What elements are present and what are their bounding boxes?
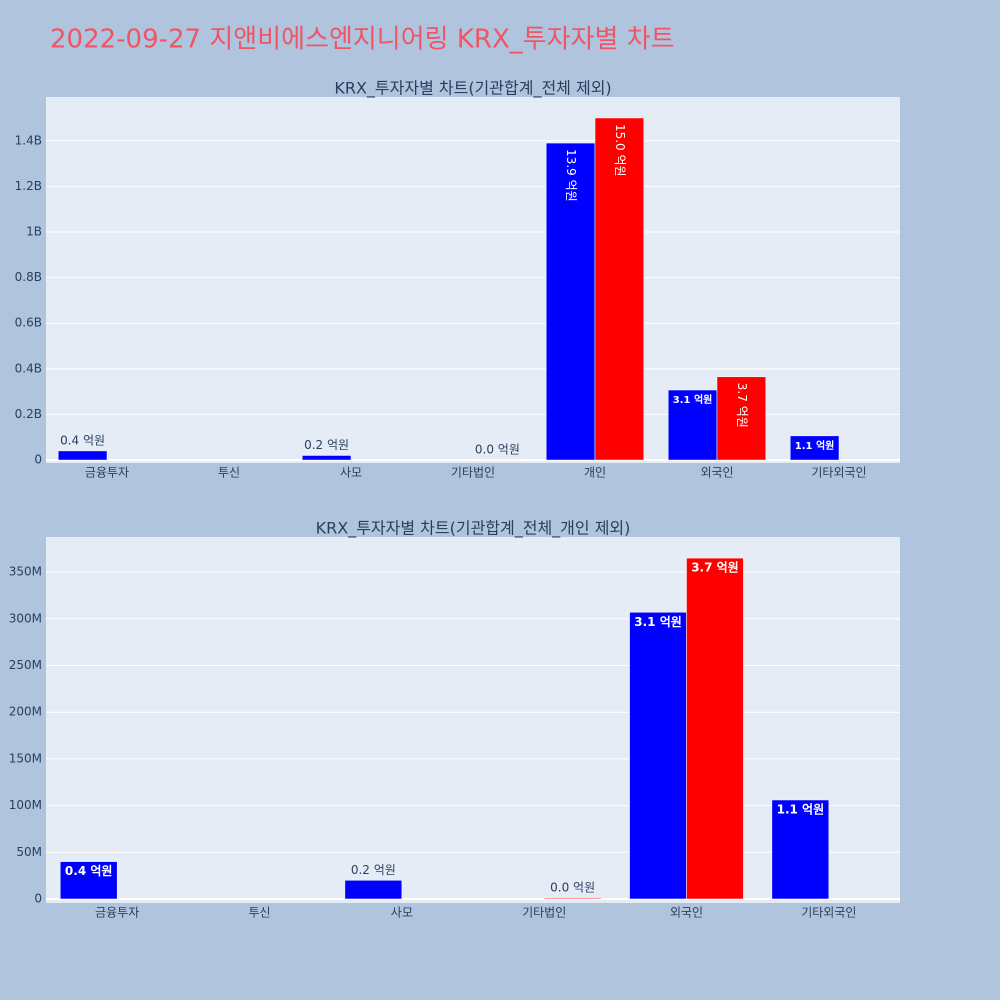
y-tick-label: 0 (34, 453, 42, 467)
y-tick-label: 0.6B (15, 316, 42, 330)
y-tick-label: 350M (9, 565, 42, 579)
x-tick-label: 외국인 (670, 906, 703, 920)
bar (57, 450, 108, 461)
chart-title: KRX_투자자별 차트(기관합계_전체_개인 제외) (316, 519, 631, 539)
data-label: 0.2 억원 (351, 863, 396, 877)
x-tick-label: 금융투자 (95, 906, 139, 920)
x-tick-label: 기타법인 (522, 906, 566, 920)
data-label: 0.0 억원 (550, 881, 595, 895)
chart-title: KRX_투자자별 차트(기관합계_전체 제외) (334, 79, 611, 99)
y-tick-label: 0 (34, 891, 42, 905)
data-label: 3.7 억원 (691, 561, 739, 575)
bar (594, 117, 645, 461)
page-title: 2022-09-27 지앤비에스엔지니어링 KRX_투자자별 차트 (50, 25, 675, 55)
data-label: 0.4 억원 (60, 433, 105, 447)
plot-area (46, 97, 900, 463)
bar (716, 376, 767, 461)
x-tick-label: 기타외국인 (811, 466, 866, 480)
x-tick-label: 외국인 (700, 466, 733, 480)
data-label: 3.1 억원 (673, 393, 713, 406)
y-tick-label: 100M (9, 798, 42, 812)
bar (301, 455, 352, 461)
data-label: 1.1 억원 (795, 439, 835, 452)
data-label: 3.1 억원 (634, 615, 682, 629)
y-tick-label: 300M (9, 611, 42, 625)
bar (667, 389, 718, 461)
y-tick-label: 0.2B (15, 407, 42, 421)
data-label: 1.1 억원 (777, 802, 825, 816)
data-label: 0.4 억원 (65, 864, 113, 878)
x-tick-label: 투신 (218, 466, 240, 480)
bar (344, 880, 403, 900)
y-tick-label: 1.4B (15, 133, 42, 147)
x-tick-label: 사모 (391, 906, 413, 920)
bar (686, 557, 744, 900)
bar (545, 142, 596, 461)
data-label: 13.9 억원 (564, 149, 578, 202)
x-tick-label: 투신 (248, 906, 270, 920)
y-tick-label: 50M (16, 845, 42, 859)
x-tick-label: 기타법인 (451, 466, 495, 480)
y-tick-label: 1B (26, 224, 42, 238)
bar (771, 799, 830, 900)
bar (789, 435, 840, 461)
y-tick-label: 250M (9, 658, 42, 672)
data-label: 3.7 억원 (735, 383, 749, 428)
x-tick-label: 금융투자 (85, 466, 129, 480)
y-tick-label: 150M (9, 751, 42, 765)
data-label: 15.0 억원 (613, 124, 627, 177)
plot-area (46, 537, 900, 903)
y-tick-label: 0.8B (15, 270, 42, 284)
bar (59, 861, 118, 900)
data-label: 0.0 억원 (475, 442, 520, 456)
y-tick-label: 1.2B (15, 179, 42, 193)
bar (543, 897, 602, 900)
y-tick-label: 200M (9, 705, 42, 719)
x-tick-label: 사모 (340, 466, 362, 480)
y-tick-label: 0.4B (15, 361, 42, 375)
bar (629, 612, 687, 900)
data-label: 0.2 억원 (304, 438, 349, 452)
x-tick-label: 기타외국인 (801, 906, 856, 920)
x-tick-label: 개인 (584, 466, 606, 480)
